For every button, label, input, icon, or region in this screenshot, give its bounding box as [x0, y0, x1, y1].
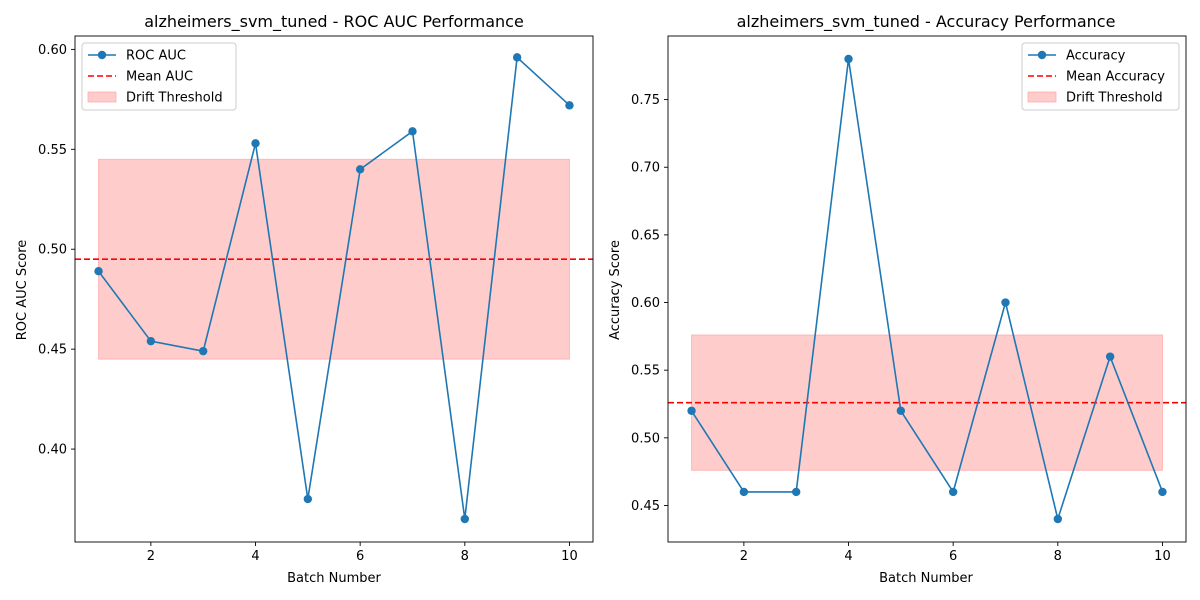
accuracy-legend-band-label: Drift Threshold — [1066, 91, 1163, 106]
roc-auc-series-layer — [94, 53, 574, 524]
accuracy-x-tick-label: 4 — [844, 549, 852, 564]
roc-auc-data-point — [355, 165, 365, 174]
roc-auc-legend-band-swatch — [87, 91, 117, 103]
accuracy-x-tick-label: 8 — [1054, 549, 1062, 564]
roc-auc-x-axis-label: Batch Number — [287, 571, 381, 586]
accuracy-legend-box — [1021, 42, 1180, 111]
accuracy-y-tick-label: 0.50 — [631, 431, 660, 446]
accuracy-x-tick-label: 10 — [1154, 549, 1171, 564]
accuracy-x-tick-label: 2 — [740, 549, 748, 564]
accuracy-data-point — [948, 487, 958, 497]
accuracy-series-layer — [687, 54, 1167, 524]
roc-auc-data-point — [303, 494, 313, 504]
accuracy-axes-layer: 2 4 6 8 10 0.45 0.50 0.55 0.60 0.65 0.70 0.75 — [631, 35, 1187, 564]
accuracy-data-point — [687, 406, 696, 415]
accuracy-legend: Accuracy Mean Accuracy Drift Threshold — [1021, 42, 1180, 111]
roc-auc-panel: alzheimers_svm_tuned - ROC AUC Performan… — [15, 12, 594, 586]
roc-auc-legend-series-marker-swatch — [97, 50, 107, 60]
accuracy-legend-mean-label: Mean Accuracy — [1066, 70, 1165, 85]
accuracy-x-tick-label: 6 — [949, 549, 957, 564]
accuracy-data-point — [1158, 487, 1167, 497]
accuracy-data-point — [739, 487, 749, 497]
roc-auc-x-tick-label: 4 — [251, 549, 259, 564]
roc-auc-legend: ROC AUC Mean AUC Drift Threshold — [81, 42, 237, 111]
roc-auc-y-tick-label: 0.45 — [38, 343, 67, 358]
accuracy-y-tick-label: 0.75 — [631, 93, 660, 108]
accuracy-data-point — [791, 487, 801, 497]
accuracy-x-axis-label: Batch Number — [879, 571, 973, 586]
roc-auc-chart-title: alzheimers_svm_tuned - ROC AUC Performan… — [144, 12, 524, 32]
roc-auc-axes-layer: 2 4 6 8 10 0.40 0.45 0.50 0.55 0.60 — [38, 35, 594, 564]
accuracy-chart-title: alzheimers_svm_tuned - Accuracy Performa… — [737, 12, 1116, 32]
roc-auc-legend-box — [81, 42, 237, 111]
roc-auc-y-tick-label: 0.60 — [38, 43, 67, 58]
accuracy-y-tick-label: 0.55 — [631, 364, 660, 379]
accuracy-legend-series-label: Accuracy — [1066, 49, 1126, 64]
accuracy-panel: alzheimers_svm_tuned - Accuracy Performa… — [608, 12, 1187, 586]
accuracy-series-line — [690, 58, 1164, 522]
roc-auc-data-point — [460, 514, 470, 524]
roc-auc-data-point — [146, 336, 156, 346]
accuracy-y-tick-label: 0.65 — [631, 228, 660, 243]
roc-auc-y-tick-label: 0.50 — [38, 243, 67, 258]
roc-auc-data-point — [251, 139, 260, 148]
accuracy-data-point — [844, 54, 853, 64]
accuracy-y-tick-label: 0.60 — [631, 296, 660, 311]
accuracy-y-axis-label: Accuracy Score — [608, 240, 623, 340]
roc-auc-x-tick-label: 6 — [356, 549, 364, 564]
roc-auc-axes-frame — [74, 35, 594, 543]
accuracy-data-point — [1001, 298, 1010, 307]
roc-auc-series-line — [97, 55, 571, 520]
roc-auc-legend-mean-label: Mean AUC — [126, 70, 193, 85]
accuracy-data-point — [1105, 352, 1115, 361]
accuracy-legend-band-swatch — [1027, 91, 1057, 103]
roc-auc-data-point — [94, 267, 103, 276]
accuracy-data-point — [896, 406, 906, 415]
roc-auc-legend-series-label: ROC AUC — [126, 49, 186, 64]
roc-auc-y-tick-label: 0.40 — [38, 443, 67, 458]
roc-auc-x-tick-label: 8 — [461, 549, 469, 564]
roc-auc-legend-band-label: Drift Threshold — [126, 91, 223, 106]
accuracy-data-point — [1053, 514, 1063, 524]
roc-auc-x-tick-label: 2 — [147, 549, 155, 564]
roc-auc-data-point — [408, 127, 417, 136]
roc-auc-x-tick-label: 10 — [561, 549, 578, 564]
accuracy-y-tick-label: 0.45 — [631, 499, 660, 514]
accuracy-legend-series-marker-swatch — [1037, 50, 1047, 60]
roc-auc-y-axis-label: ROC AUC Score — [15, 240, 30, 341]
roc-auc-y-tick-label: 0.55 — [38, 143, 67, 158]
roc-auc-data-point — [198, 346, 208, 356]
roc-auc-data-point — [565, 101, 574, 110]
accuracy-y-tick-label: 0.70 — [631, 161, 660, 176]
accuracy-axes-frame — [667, 35, 1187, 543]
roc-auc-data-point — [512, 53, 522, 62]
